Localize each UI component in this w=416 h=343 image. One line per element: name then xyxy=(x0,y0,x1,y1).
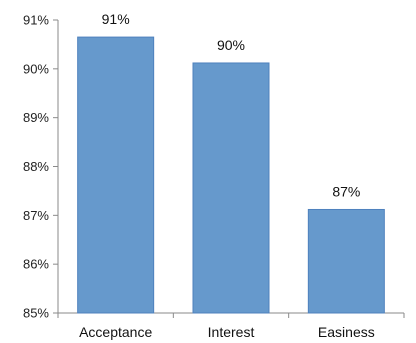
y-tick-label: 89% xyxy=(23,110,49,125)
y-tick-label: 91% xyxy=(23,13,49,28)
y-tick-label: 90% xyxy=(23,61,49,76)
x-axis: Acceptance Interest Easiness xyxy=(57,312,405,340)
y-tick-label: 85% xyxy=(23,306,49,321)
y-tick-label: 87% xyxy=(23,208,49,223)
y-tick-label: 88% xyxy=(23,159,49,174)
y-axis: 85% 86% 87% 88% 89% 90% 91% xyxy=(23,13,59,321)
bar-easiness xyxy=(307,208,385,314)
data-labels: 91% 90% 87% xyxy=(102,11,361,199)
x-category-label: Acceptance xyxy=(79,324,152,340)
y-tick-label: 86% xyxy=(23,257,49,272)
bars xyxy=(77,36,385,314)
data-label-acceptance: 91% xyxy=(102,11,130,27)
x-category-label: Easiness xyxy=(318,324,375,340)
data-label-interest: 90% xyxy=(217,37,245,53)
bar-acceptance xyxy=(77,36,155,314)
bar-interest xyxy=(192,62,270,314)
data-label-easiness: 87% xyxy=(332,183,360,199)
x-category-label: Interest xyxy=(208,324,255,340)
